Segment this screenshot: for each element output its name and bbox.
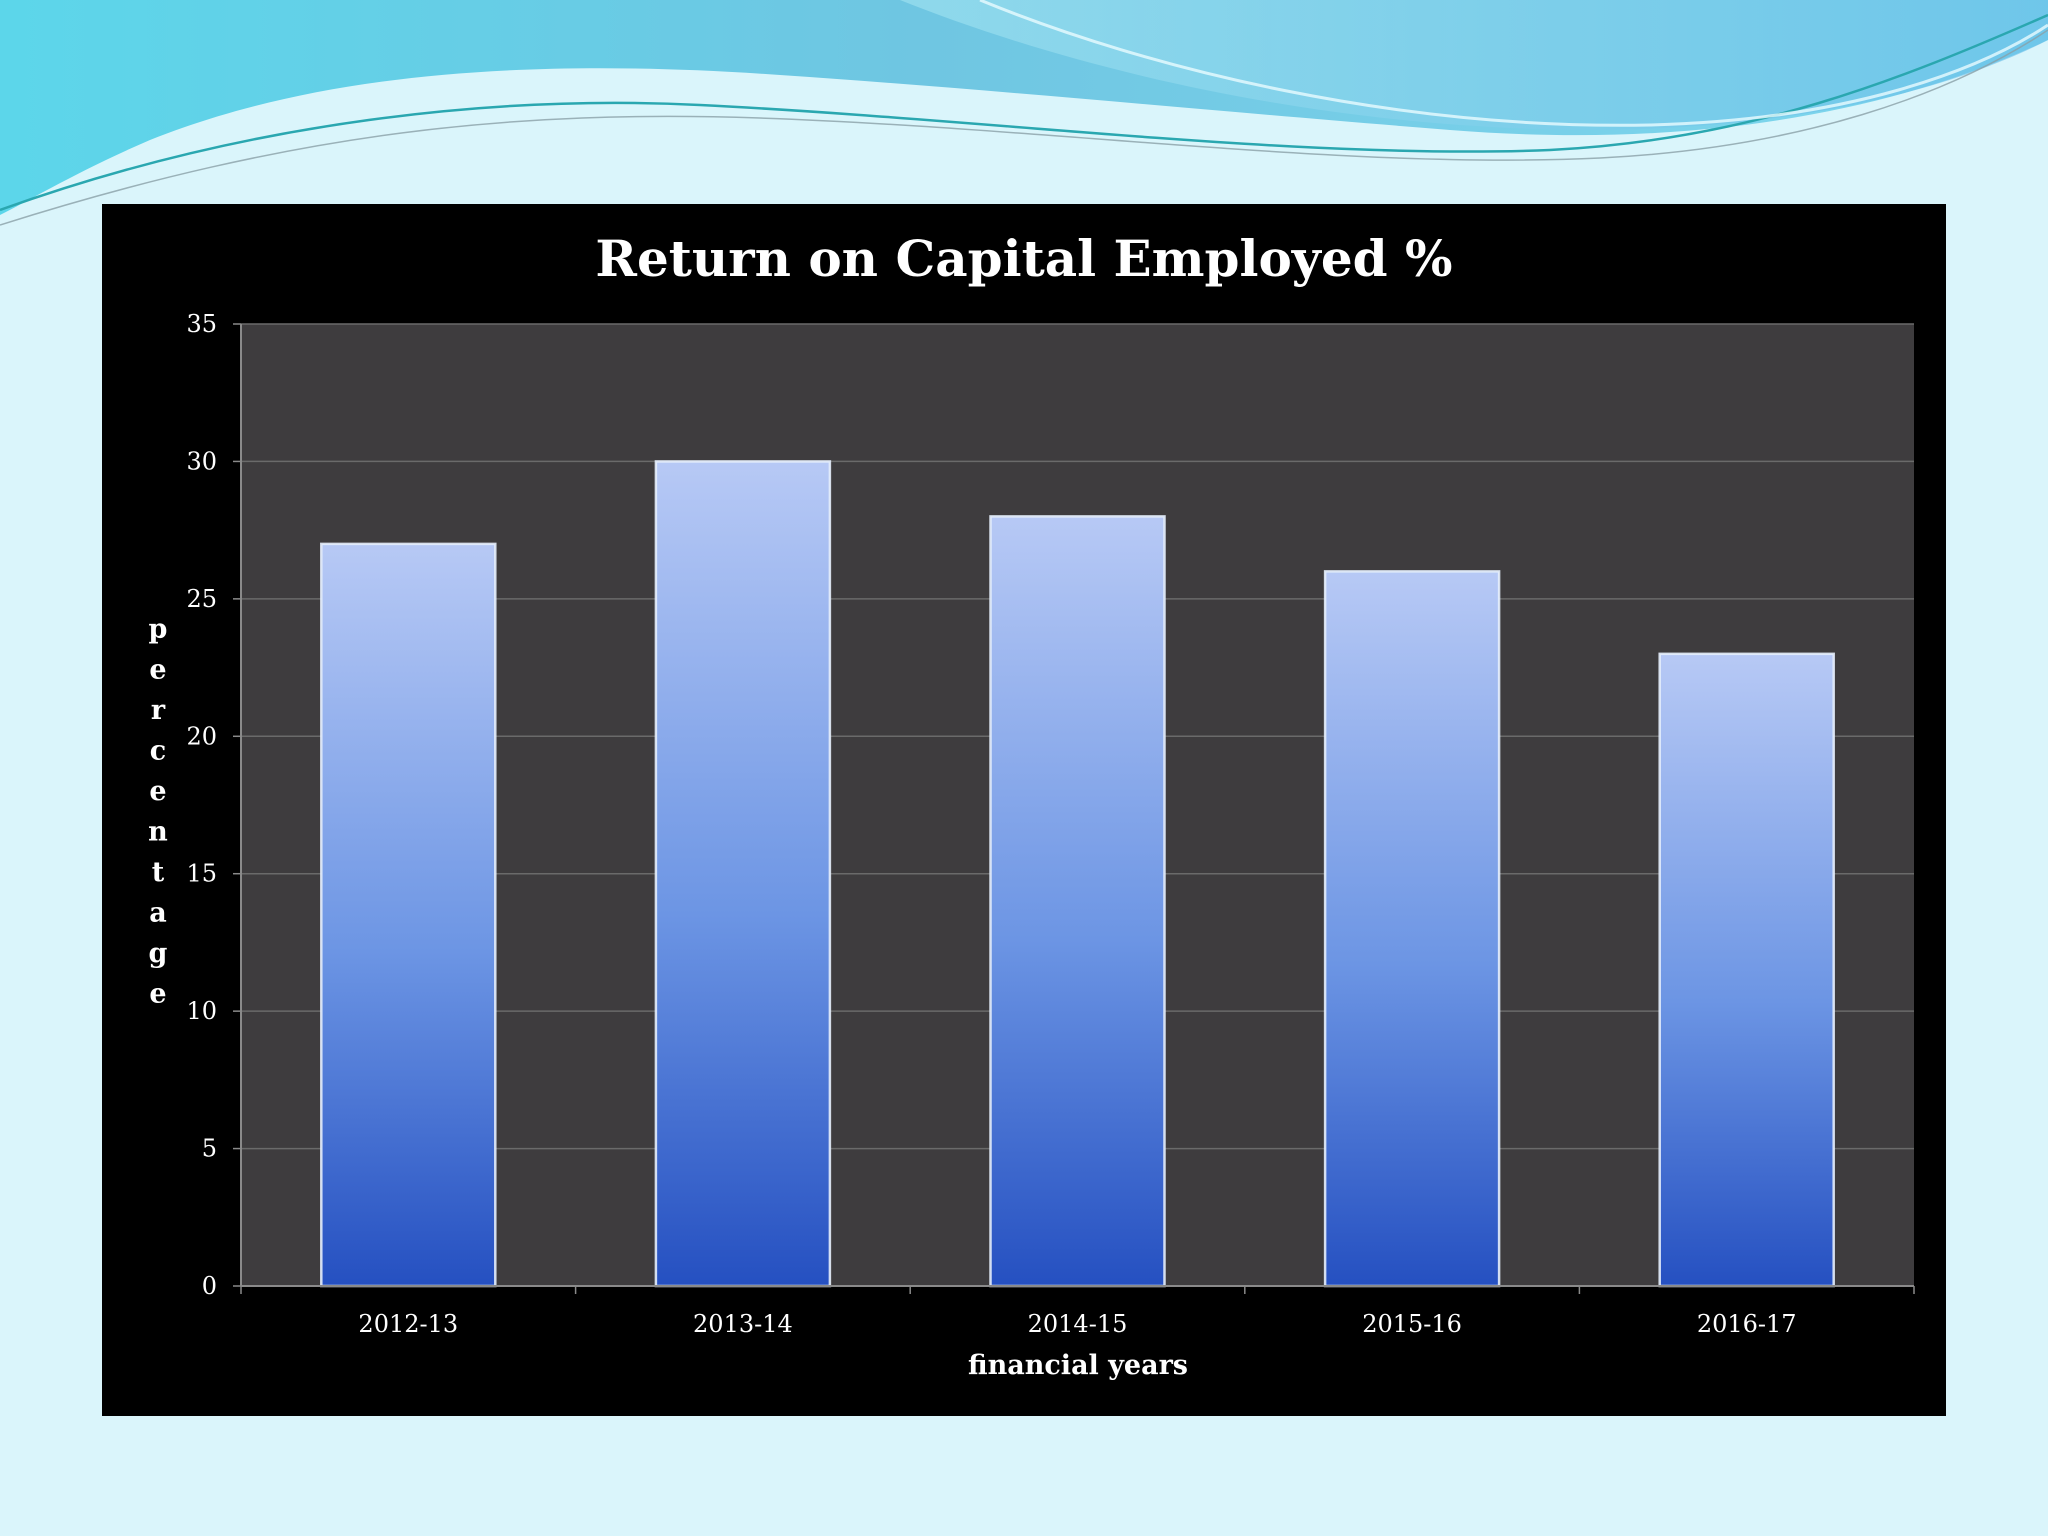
x-tick-labels: 2012-13 2013-14 2014-15 2015-16 2016-17 [358,1310,1796,1338]
y-axis-title-letter: n [148,817,168,848]
y-tick-label: 0 [202,1272,217,1300]
bar-chart: Return on Capital Employed % 0 5 10 15 20 25 3… [148,229,1915,1381]
y-axis-title-letter: g [149,938,168,969]
y-axis-title-letter: e [149,979,166,1010]
y-tick-label: 10 [186,997,217,1025]
chart-panel: Return on Capital Employed % 0 5 10 15 20 25 3… [102,204,1946,1416]
y-axis-title-letter: p [149,614,168,645]
y-axis-title-letter: e [149,776,166,807]
chart-title: Return on Capital Employed % [595,229,1452,288]
x-tick-label: 2016-17 [1697,1310,1797,1338]
y-axis-title-letter: t [152,857,165,888]
y-axis-title-letter: r [151,695,166,726]
bar [654,460,832,1288]
y-tick-label: 5 [202,1135,217,1163]
x-tick-label: 2014-15 [1028,1310,1128,1338]
bar [989,515,1166,1288]
y-tick-label: 25 [186,585,217,613]
y-axis-title-letter: a [149,898,167,929]
slide-wave-decoration [0,0,2048,226]
x-tick-label: 2015-16 [1362,1310,1462,1338]
x-axis-title: financial years [968,1350,1188,1381]
x-tick-label: 2013-14 [693,1310,793,1338]
y-tick-label: 20 [186,722,217,750]
y-axis-title-letter: c [150,736,166,767]
axes [233,323,1915,1294]
y-tick-label: 15 [186,860,217,888]
y-tick-label: 35 [186,310,217,338]
y-tick-label: 30 [186,447,217,475]
x-tick-label: 2012-13 [358,1310,458,1338]
bars [320,460,1835,1288]
bar [1323,570,1501,1288]
y-axis-title-letter: e [149,655,166,686]
bar [320,542,497,1288]
bar [1658,652,1835,1288]
y-tick-labels: 0 5 10 15 20 25 30 35 [186,310,217,1300]
